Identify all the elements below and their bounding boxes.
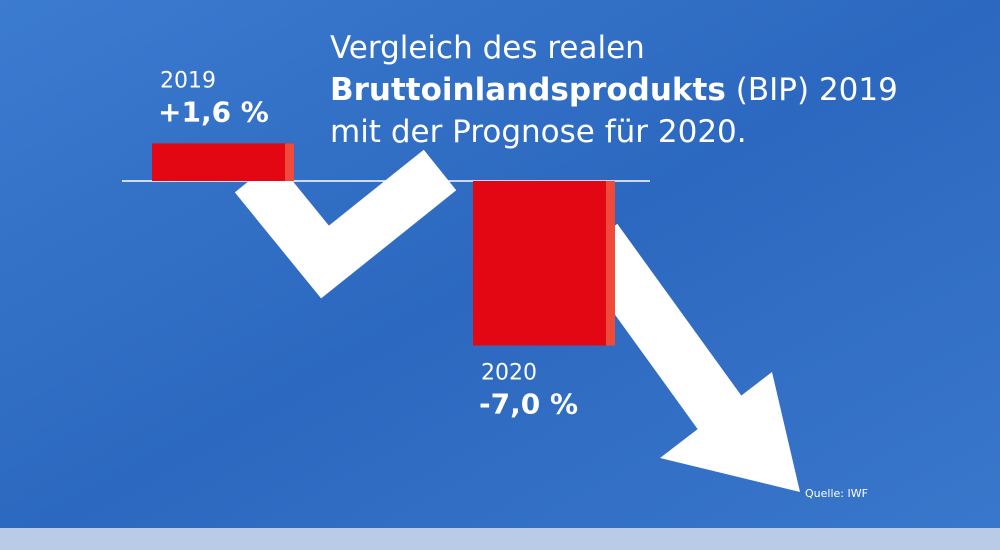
category-label: 2020	[481, 361, 537, 386]
bottom-strip	[0, 528, 1000, 550]
bar-edge	[285, 143, 294, 181]
bar	[473, 181, 615, 346]
value-label: -7,0 %	[479, 388, 578, 421]
title-bold: Bruttoinlandsprodukts	[330, 72, 726, 108]
value-label: +1,6 %	[158, 95, 269, 128]
title-line: Vergleich des realen	[330, 30, 645, 66]
title-line: Bruttoinlandsprodukts (BIP) 2019	[330, 72, 898, 108]
bar	[152, 143, 294, 181]
category-label: 2019	[160, 68, 216, 93]
arrow-head	[660, 372, 800, 492]
trend-arrow	[234, 149, 457, 299]
trend-arrow	[572, 223, 748, 437]
title-part: (BIP) 2019	[736, 72, 898, 108]
source: Quelle: IWF	[805, 487, 868, 500]
title-line: mit der Prognose für 2020.	[330, 114, 747, 150]
bar-edge	[606, 181, 615, 346]
